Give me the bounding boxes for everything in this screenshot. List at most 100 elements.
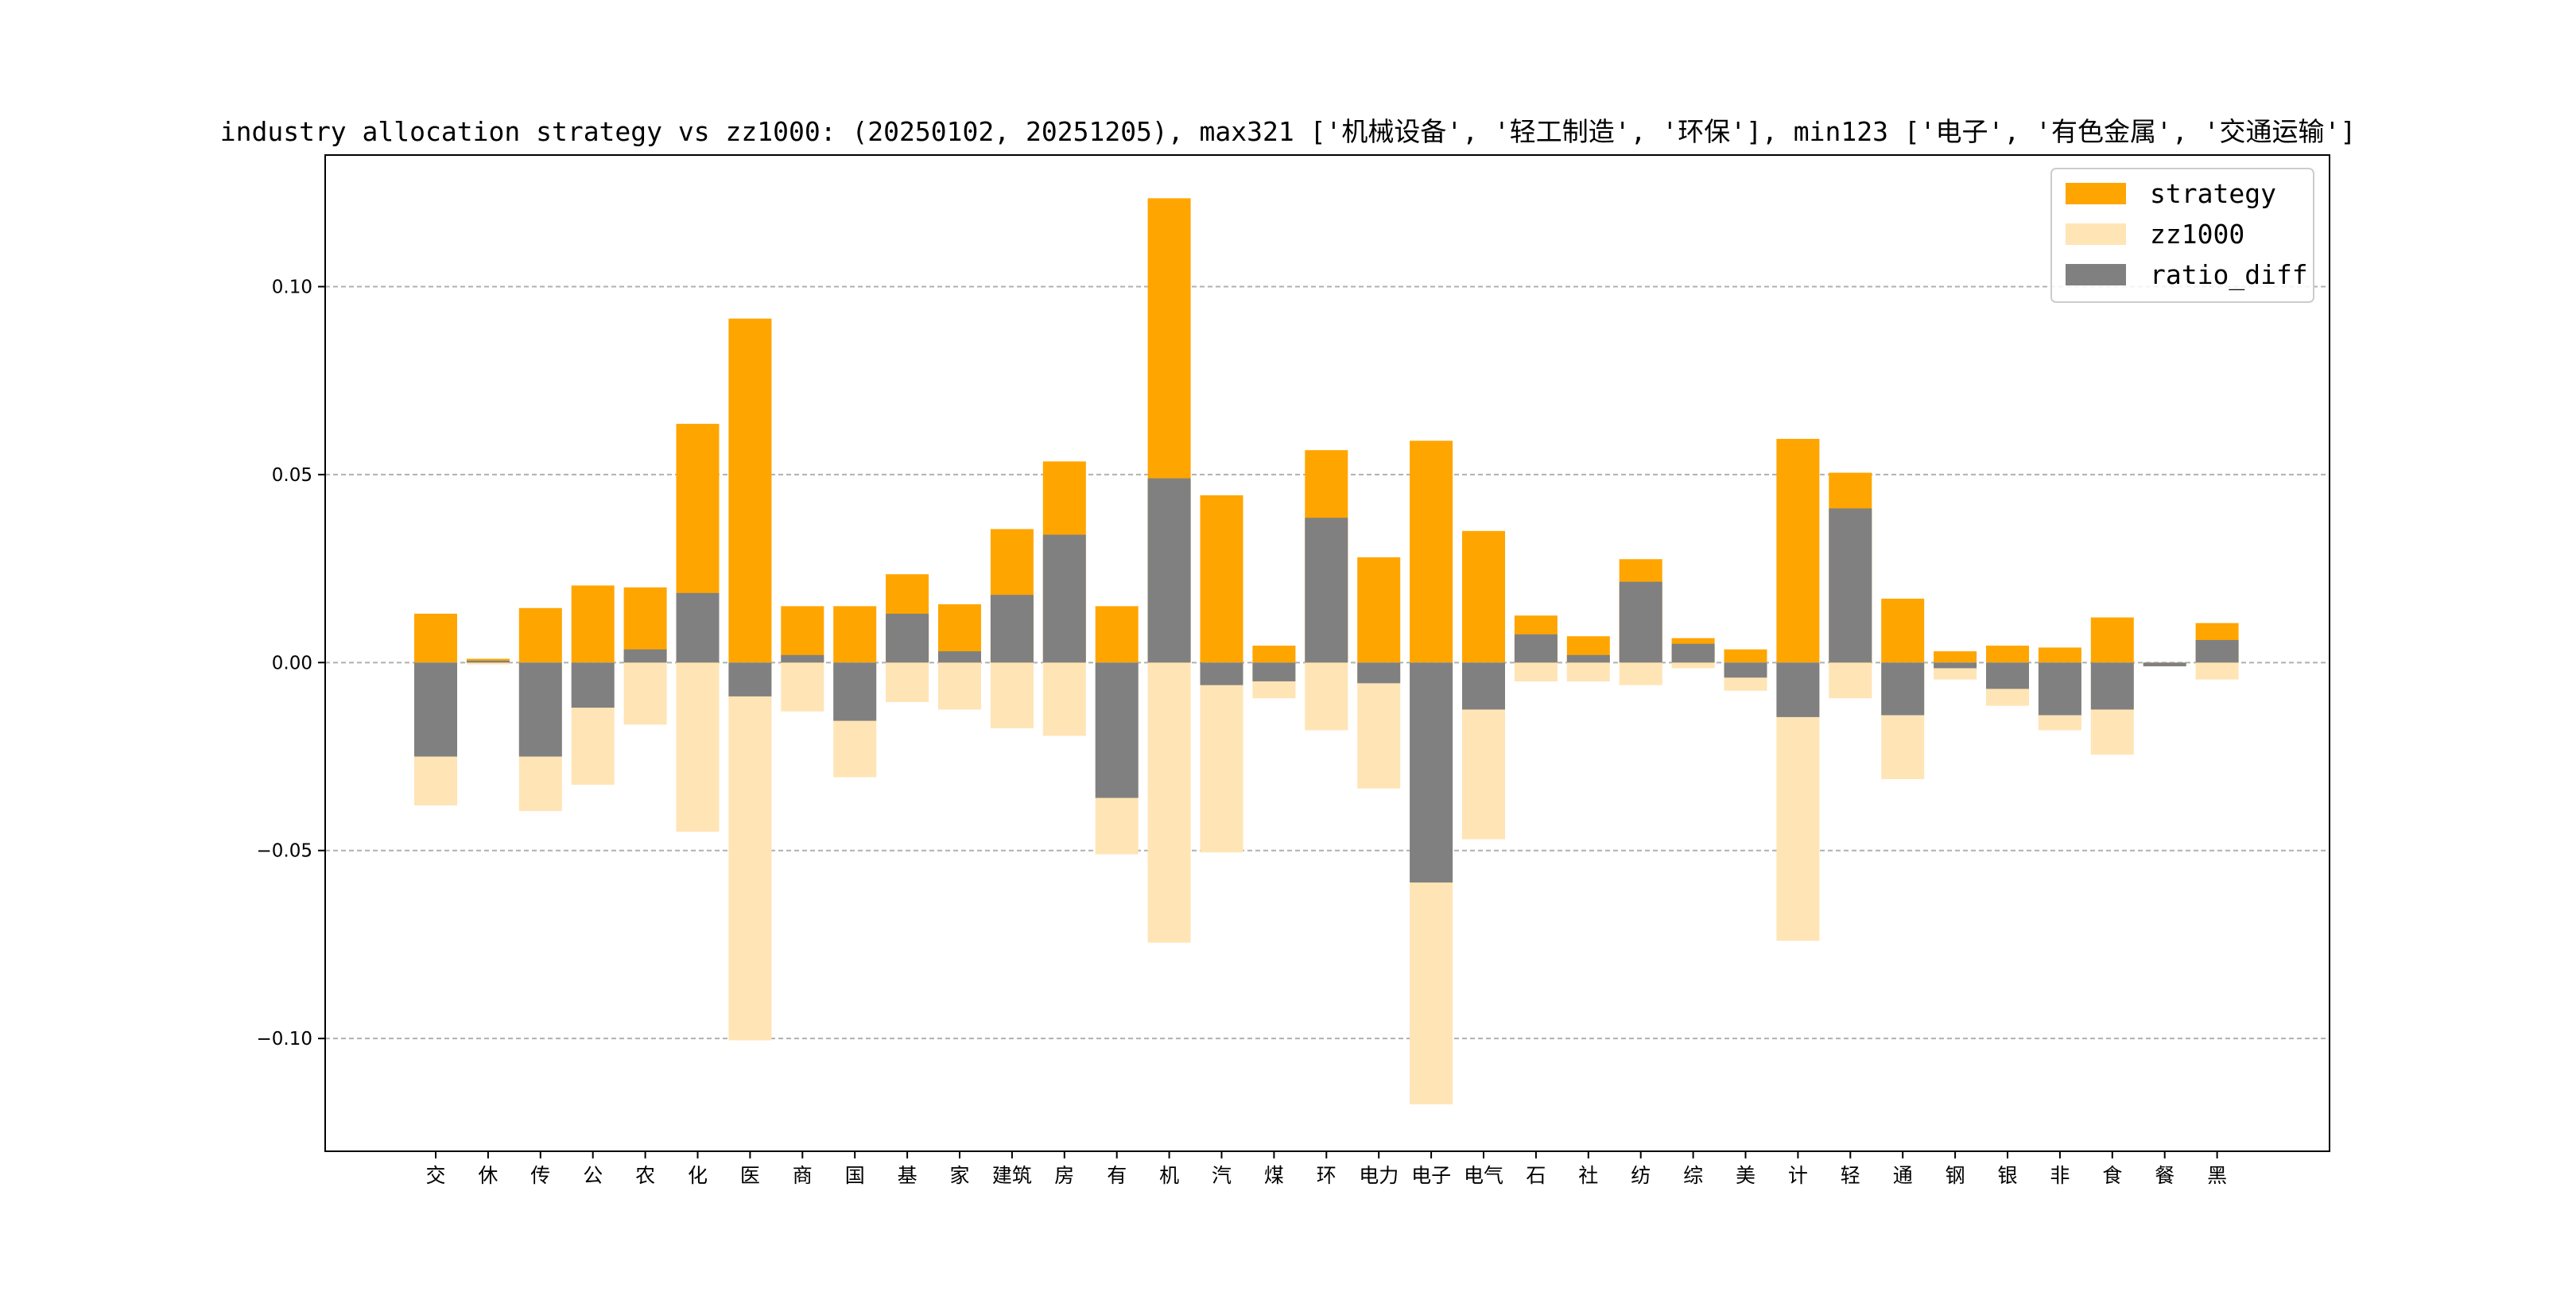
bar-strategy [1934,651,1977,663]
bar-ratio_diff [2195,639,2239,663]
bar-ratio_diff [1619,581,1662,663]
y-tick-label: 0.00 [272,653,312,673]
legend-label: ratio_diff [2150,259,2308,291]
x-tick-label: 社 [1578,1164,1598,1187]
bar-strategy [781,606,824,663]
chart-title: industry allocation strategy vs zz1000: … [220,116,2357,147]
y-axis: −0.10 −0.05 0.00 0.05 0.10 [257,277,325,1050]
bar-strategy [1462,530,1505,663]
bar-strategy [1410,440,1453,663]
x-tick-label: 环 [1317,1164,1336,1187]
x-tick-label: 纺 [1631,1164,1651,1187]
x-tick-label: 轻 [1841,1164,1860,1187]
series-ratio_diff [414,478,2239,883]
legend-label: strategy [2150,178,2276,209]
bar-zz1000 [1671,662,1715,669]
legend-swatch [2066,223,2126,245]
bar-ratio_diff [1042,534,1086,663]
bar-zz1000 [1619,662,1662,685]
bar-strategy [1252,646,1296,663]
x-tick-label: 医 [740,1164,760,1187]
bar-strategy [1095,606,1139,663]
bars-layer [414,198,2239,1104]
x-tick-label: 银 [1997,1164,2017,1187]
bar-ratio_diff [1147,478,1191,663]
y-tick-label: 0.05 [272,465,312,486]
bar-strategy [833,606,877,663]
bar-zz1000 [886,662,929,702]
legend-swatch [2066,183,2126,204]
bar-zz1000 [466,662,510,665]
bar-zz1000 [1305,662,1348,731]
y-tick-label: −0.10 [257,1029,312,1050]
x-tick-label: 商 [793,1164,813,1187]
bar-zz1000 [1042,662,1086,736]
x-tick-label: 传 [530,1164,550,1187]
x-tick-label: 汽 [1212,1164,1232,1187]
bar-ratio_diff [1200,662,1243,685]
bar-ratio_diff [1410,662,1453,883]
bar-ratio_diff [571,662,615,708]
x-axis: 交 休 传 公 农 化 医 商 国 基 家建筑房 有 机 汽 煤 环电力 电子 电气石 社 纺 综 美 计 轻 通 钢 银 非 食 餐 黑 [425,1151,2227,1187]
bar-ratio_diff [414,662,457,757]
bar-ratio_diff [623,649,667,663]
bar-strategy [1776,438,1820,663]
bar-strategy [518,607,562,663]
bar-ratio_diff [518,662,562,757]
x-tick-label: 黑 [2207,1164,2227,1187]
bar-ratio_diff [1462,662,1505,710]
x-tick-label: 餐 [2155,1164,2174,1187]
legend-swatch [2066,264,2126,285]
bar-ratio_diff [1566,654,1610,663]
bar-ratio_diff [1724,662,1767,678]
x-tick-label: 通 [1893,1164,1913,1187]
x-tick-label: 电气 [1464,1164,1503,1187]
x-tick-label: 计 [1788,1164,1808,1187]
bar-ratio_diff [1671,643,1715,663]
x-tick-label: 煤 [1264,1164,1284,1187]
bar-strategy [2038,647,2081,663]
x-tick-label: 有 [1107,1164,1127,1187]
x-tick-label: 钢 [1946,1164,1965,1187]
bar-ratio_diff [728,662,772,696]
x-tick-label: 美 [1736,1164,1755,1187]
bar-strategy [1881,598,1925,663]
y-tick-label: −0.05 [257,841,312,862]
bar-ratio_diff [676,592,720,663]
x-tick-label: 电子 [1411,1164,1451,1187]
x-tick-label: 机 [1159,1164,1179,1187]
x-tick-label: 石 [1526,1164,1546,1187]
bar-zz1000 [1566,662,1610,681]
bar-strategy [2090,617,2134,663]
bar-zz1000 [1514,662,1558,681]
bar-zz1000 [1829,662,1872,699]
x-tick-label: 食 [2102,1164,2122,1187]
bar-strategy [1724,649,1767,663]
x-tick-label: 农 [635,1164,655,1187]
bar-strategy [571,585,615,663]
x-tick-label: 房 [1054,1164,1074,1187]
x-tick-label: 基 [898,1164,918,1187]
bar-zz1000 [623,662,667,725]
x-tick-label: 家 [949,1164,969,1187]
x-tick-label: 休 [478,1164,498,1187]
bar-ratio_diff [1095,662,1139,798]
x-tick-label: 化 [688,1164,708,1187]
bar-ratio_diff [1305,518,1348,663]
bar-strategy [414,613,457,663]
bar-zz1000 [728,662,772,1041]
x-tick-label: 建筑 [992,1164,1032,1187]
legend: strategy zz1000 ratio_diff [2050,168,2314,303]
bar-zz1000 [2195,662,2239,680]
bar-strategy [1357,557,1401,663]
x-tick-label: 交 [425,1164,445,1187]
bar-zz1000 [990,662,1034,729]
bar-ratio_diff [1881,662,1925,716]
bar-ratio_diff [1934,662,1977,669]
x-tick-label: 电力 [1359,1164,1399,1187]
bar-ratio_diff [1986,662,2029,689]
x-tick-label: 公 [583,1164,603,1187]
bar-zz1000 [1200,662,1243,853]
bar-ratio_diff [2038,662,2081,716]
